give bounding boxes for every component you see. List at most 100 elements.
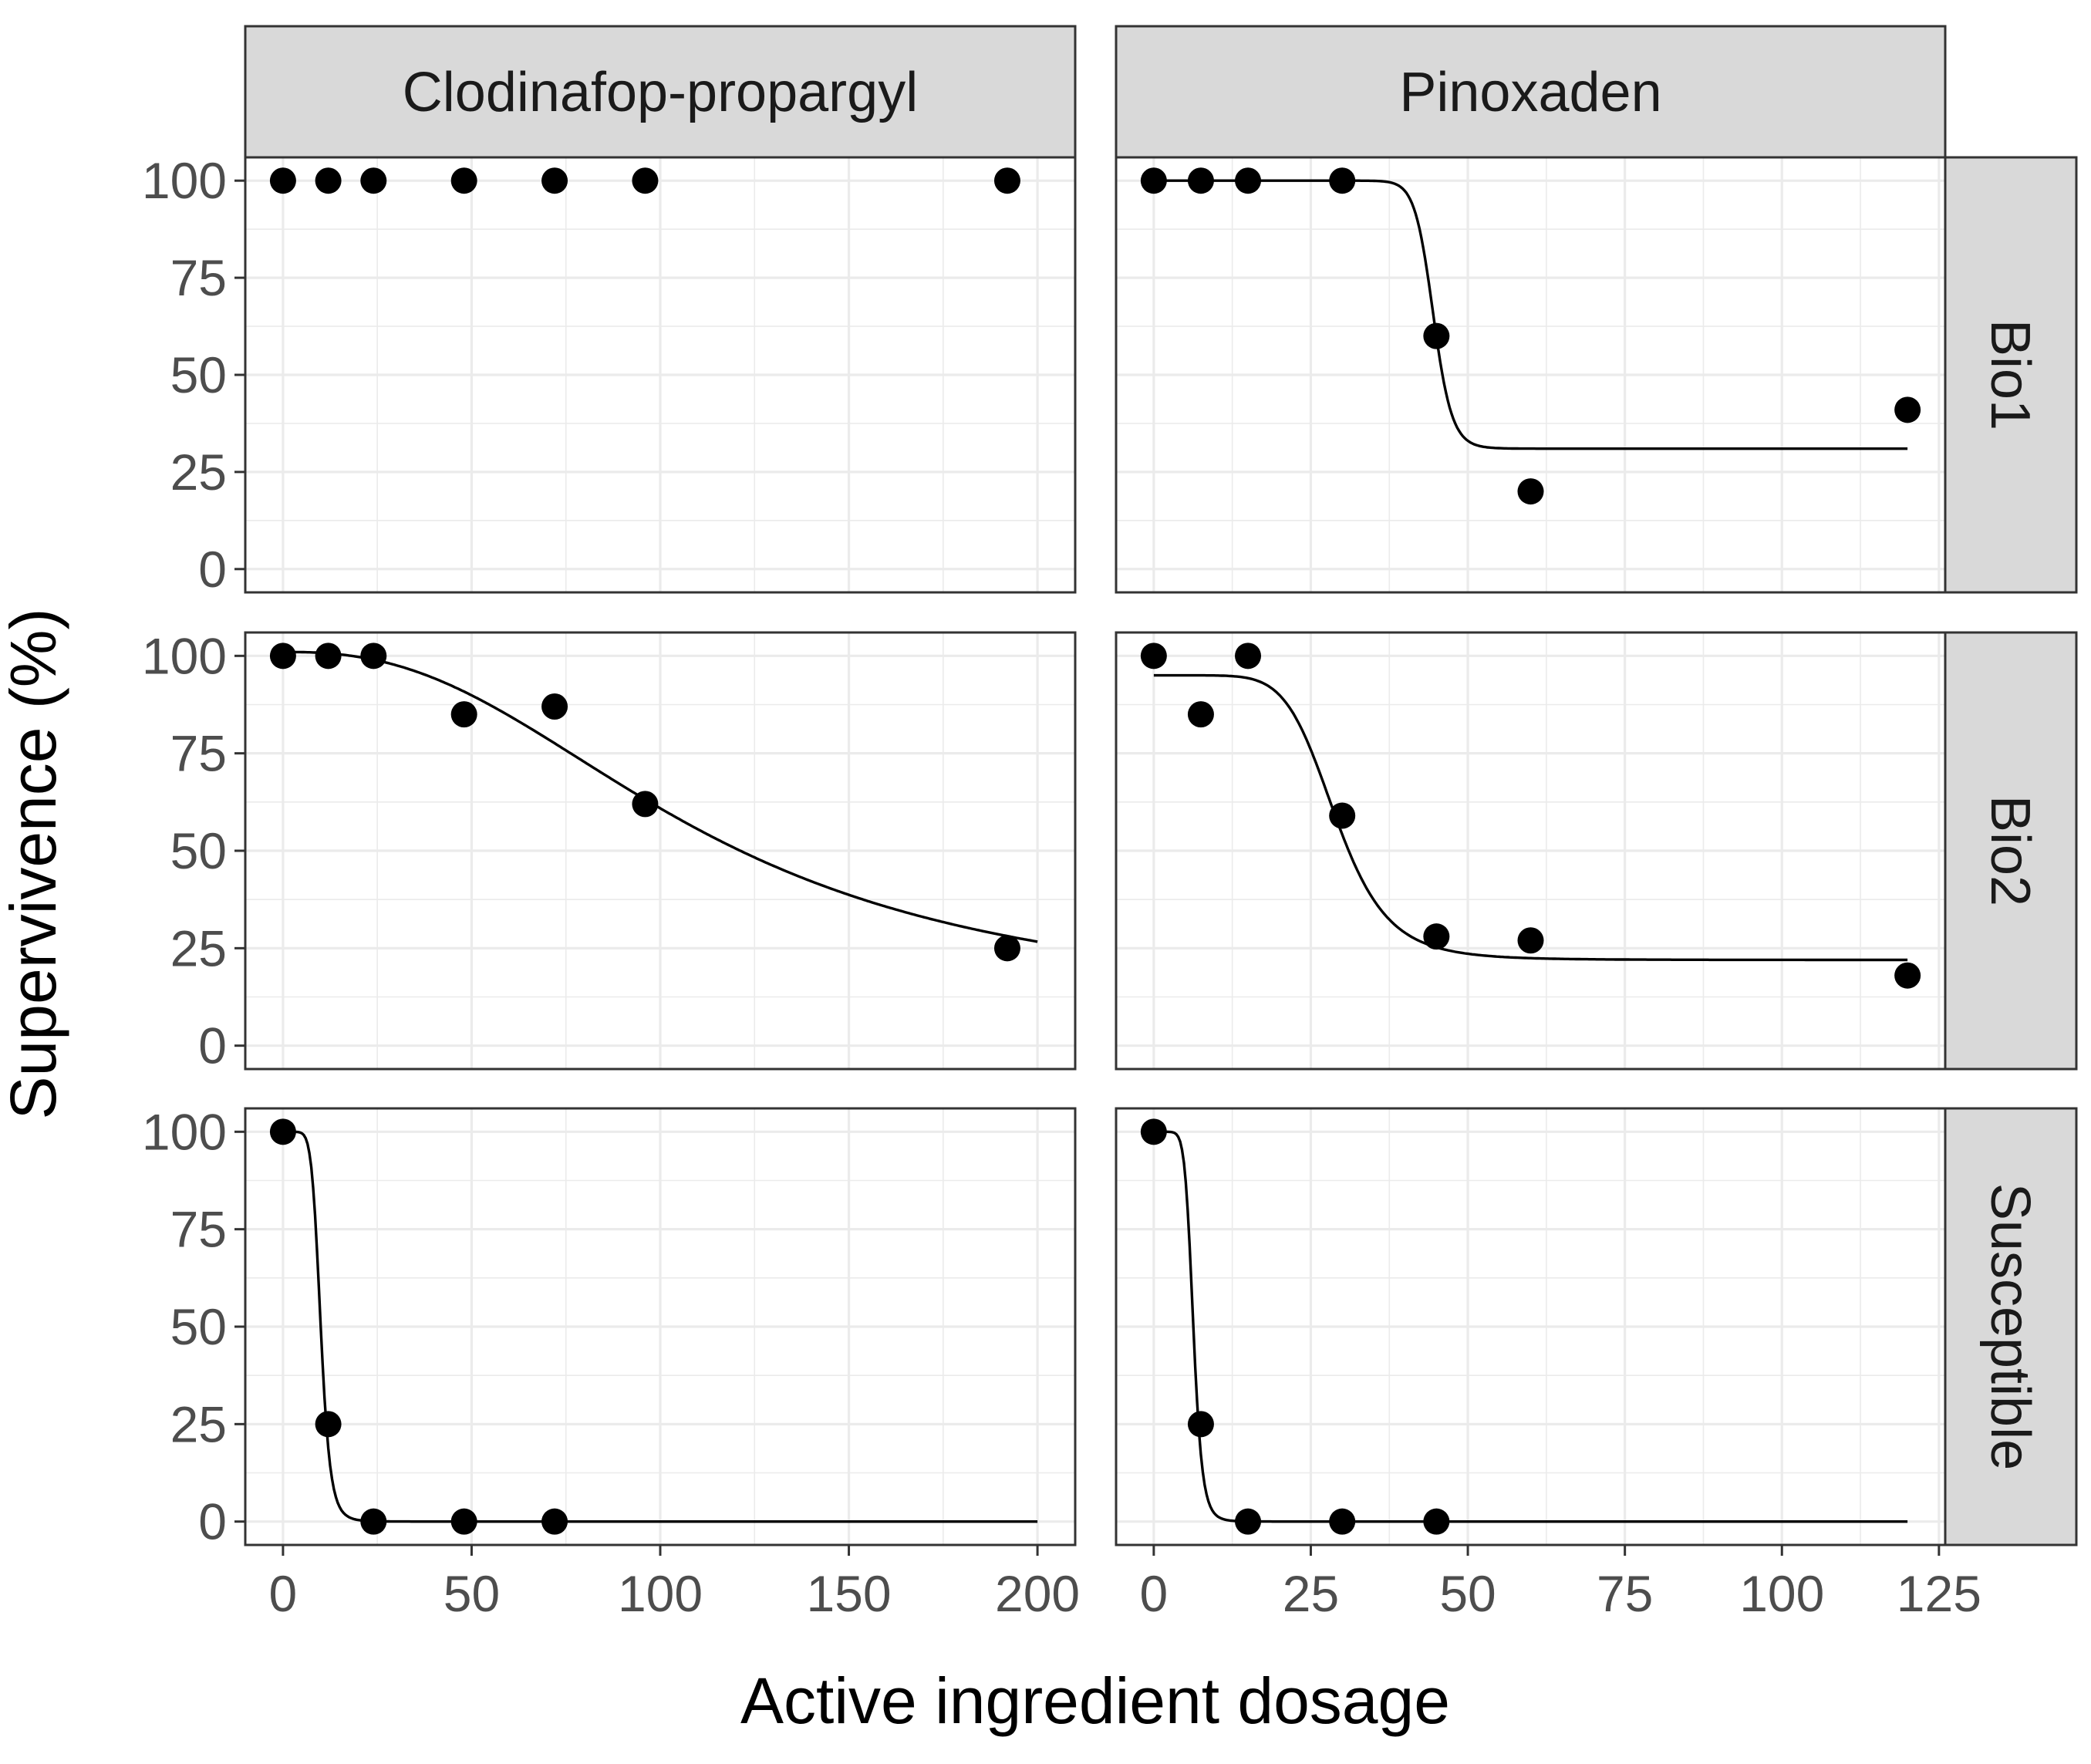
y-axis-susceptible: 0 25 50 75 100 — [142, 1103, 245, 1550]
data-point — [360, 643, 387, 670]
data-point — [1329, 802, 1356, 829]
strip-label: Pinoxaden — [1399, 62, 1661, 123]
strip-bio2: Bio2 — [1944, 631, 2078, 1071]
data-point — [632, 167, 659, 194]
y-tick-label: 25 — [170, 919, 227, 976]
y-tick-label: 75 — [170, 1201, 227, 1258]
data-point — [269, 167, 296, 194]
data-point — [1235, 167, 1262, 194]
fitted-curve — [1153, 179, 1908, 450]
data-point — [1187, 701, 1214, 728]
y-tick-label: 50 — [170, 1298, 227, 1355]
panel-pinoxaden-bio2 — [1115, 631, 1947, 1071]
x-axis-title: Active ingredient dosage — [740, 1665, 1450, 1737]
x-tick-label: 125 — [1897, 1565, 1981, 1622]
data-point — [1140, 1118, 1167, 1145]
data-point — [993, 935, 1020, 962]
data-point — [1140, 167, 1167, 194]
data-point — [1187, 1411, 1214, 1438]
strip-susceptible: Susceptible — [1944, 1107, 2078, 1546]
data-point — [1894, 962, 1921, 989]
strip-label: Clodinafop-propargyl — [403, 62, 918, 123]
strip-label: Susceptible — [1979, 1183, 2041, 1470]
strip-clodinafop-propargyl: Clodinafop-propargyl — [244, 25, 1077, 159]
panel-pinoxaden-susceptible — [1115, 1107, 1947, 1546]
x-tick-label: 25 — [1283, 1565, 1339, 1622]
fitted-curve — [282, 650, 1038, 943]
y-tick-label: 25 — [170, 1395, 227, 1452]
data-point — [450, 167, 477, 194]
y-tick-label: 50 — [170, 822, 227, 879]
data-point — [993, 167, 1020, 194]
x-axis-clodinafop-propargyl: 0 50 100 150 200 — [269, 1545, 1080, 1622]
y-tick-label: 25 — [170, 444, 227, 501]
y-tick-label: 100 — [142, 627, 227, 684]
y-axis-bio1: 0 25 50 75 100 — [142, 152, 245, 598]
y-tick-label: 50 — [170, 346, 227, 403]
data-point — [1423, 923, 1450, 950]
strip-background — [1115, 25, 1947, 159]
data-point — [1423, 322, 1450, 349]
panel-pinoxaden-bio1 — [1115, 156, 1947, 594]
x-tick-label: 100 — [618, 1565, 703, 1622]
panel-clodinafop-propargyl-bio1 — [244, 156, 1077, 594]
panels-layer — [244, 156, 1947, 1546]
x-tick-label: 75 — [1597, 1565, 1653, 1622]
data-point — [315, 167, 342, 194]
y-tick-label: 75 — [170, 249, 227, 306]
x-tick-label: 200 — [995, 1565, 1080, 1622]
x-axis-pinoxaden: 0 25 50 75 100 125 — [1140, 1545, 1981, 1622]
strip-background — [1944, 631, 2078, 1071]
data-point — [1894, 396, 1921, 423]
data-point — [1235, 643, 1262, 670]
fitted-curve — [282, 1130, 1038, 1523]
y-axis-title: Supervivence (%) — [0, 609, 69, 1120]
panel-clodinafop-propargyl-bio2 — [244, 631, 1077, 1071]
data-point — [360, 167, 387, 194]
y-tick-label: 0 — [198, 541, 227, 598]
data-point — [541, 693, 568, 720]
data-point — [541, 1508, 568, 1535]
y-tick-label: 75 — [170, 725, 227, 782]
data-point — [1187, 167, 1214, 194]
data-point — [1423, 1508, 1450, 1535]
data-point — [1140, 643, 1167, 670]
x-tick-label: 100 — [1739, 1565, 1824, 1622]
panel-clodinafop-propargyl-susceptible — [244, 1107, 1077, 1546]
data-point — [450, 1508, 477, 1535]
data-point — [1517, 927, 1544, 954]
data-point — [315, 1411, 342, 1438]
y-tick-label: 100 — [142, 1103, 227, 1160]
x-tick-label: 0 — [269, 1565, 298, 1622]
strip-label: Bio2 — [1979, 795, 2041, 906]
y-tick-label: 100 — [142, 152, 227, 209]
fitted-curve — [1153, 673, 1908, 962]
data-point — [450, 701, 477, 728]
strip-background — [1944, 1107, 2078, 1546]
y-tick-label: 0 — [198, 1017, 227, 1074]
x-tick-label: 150 — [806, 1565, 891, 1622]
y-tick-label: 0 — [198, 1493, 227, 1550]
data-point — [1235, 1508, 1262, 1535]
y-axis-bio2: 0 25 50 75 100 — [142, 627, 245, 1074]
strip-label: Bio1 — [1979, 319, 2041, 430]
strip-background — [1944, 156, 2078, 594]
data-point — [1329, 1508, 1356, 1535]
data-point — [360, 1508, 387, 1535]
data-point — [1517, 478, 1544, 505]
data-point — [269, 1118, 296, 1145]
x-tick-label: 50 — [443, 1565, 500, 1622]
strip-pinoxaden: Pinoxaden — [1115, 25, 1947, 159]
data-point — [632, 791, 659, 818]
strip-bio1: Bio1 — [1944, 156, 2078, 594]
axes-layer: 0 25 50 75 100 0 25 50 75 100 0 25 50 75 100 0 50 100 150 2… — [142, 152, 1981, 1622]
x-tick-label: 0 — [1140, 1565, 1169, 1622]
data-point — [269, 643, 296, 670]
data-point — [315, 643, 342, 670]
strips-layer: Clodinafop-propargyl Pinoxaden Bio1 Bio2 Sus… — [244, 25, 2078, 1546]
fitted-curve — [1153, 1130, 1908, 1523]
data-point — [541, 167, 568, 194]
strip-background — [244, 25, 1077, 159]
x-tick-label: 50 — [1439, 1565, 1496, 1622]
